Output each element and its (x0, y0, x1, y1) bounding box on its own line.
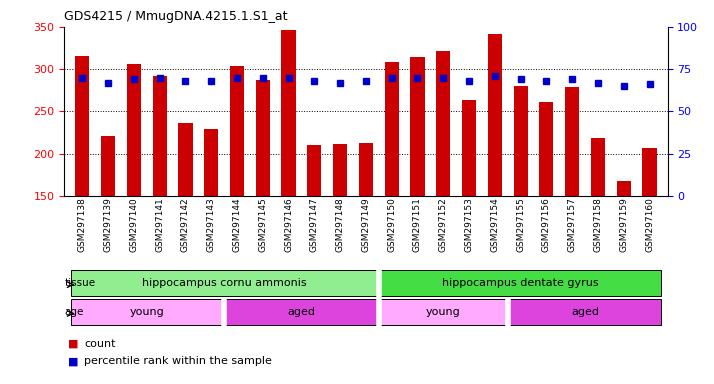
FancyBboxPatch shape (226, 299, 378, 325)
FancyBboxPatch shape (71, 299, 223, 325)
Text: ■: ■ (68, 356, 79, 366)
Bar (256, 80, 270, 196)
Bar (513, 86, 528, 196)
Bar (488, 35, 502, 196)
Bar (75, 56, 89, 196)
FancyBboxPatch shape (71, 270, 378, 296)
Bar (333, 144, 347, 196)
Bar (591, 137, 605, 196)
Text: ■: ■ (68, 339, 79, 349)
Bar (101, 136, 115, 196)
FancyBboxPatch shape (380, 299, 506, 325)
Bar (230, 66, 244, 196)
Bar (281, 30, 296, 196)
Bar (153, 76, 167, 196)
Text: aged: aged (571, 307, 599, 317)
Bar (127, 64, 141, 196)
Bar (617, 180, 631, 196)
Bar (539, 102, 553, 196)
Bar (411, 57, 425, 196)
Text: hippocampus cornu ammonis: hippocampus cornu ammonis (142, 278, 306, 288)
Text: age: age (64, 307, 84, 317)
Text: tissue: tissue (64, 278, 96, 288)
Bar (436, 51, 451, 196)
FancyBboxPatch shape (380, 270, 661, 296)
Text: hippocampus dentate gyrus: hippocampus dentate gyrus (442, 278, 599, 288)
FancyBboxPatch shape (509, 299, 661, 325)
Bar (204, 129, 218, 196)
Text: percentile rank within the sample: percentile rank within the sample (84, 356, 272, 366)
Text: young: young (129, 307, 164, 317)
Bar (178, 123, 193, 196)
Text: young: young (426, 307, 461, 317)
Text: GDS4215 / MmugDNA.4215.1.S1_at: GDS4215 / MmugDNA.4215.1.S1_at (64, 10, 288, 23)
Bar (307, 145, 321, 196)
Bar (359, 142, 373, 196)
Text: count: count (84, 339, 116, 349)
Bar (385, 61, 399, 196)
Bar (643, 148, 657, 196)
Bar (565, 87, 579, 196)
Bar (462, 99, 476, 196)
Text: aged: aged (288, 307, 316, 317)
